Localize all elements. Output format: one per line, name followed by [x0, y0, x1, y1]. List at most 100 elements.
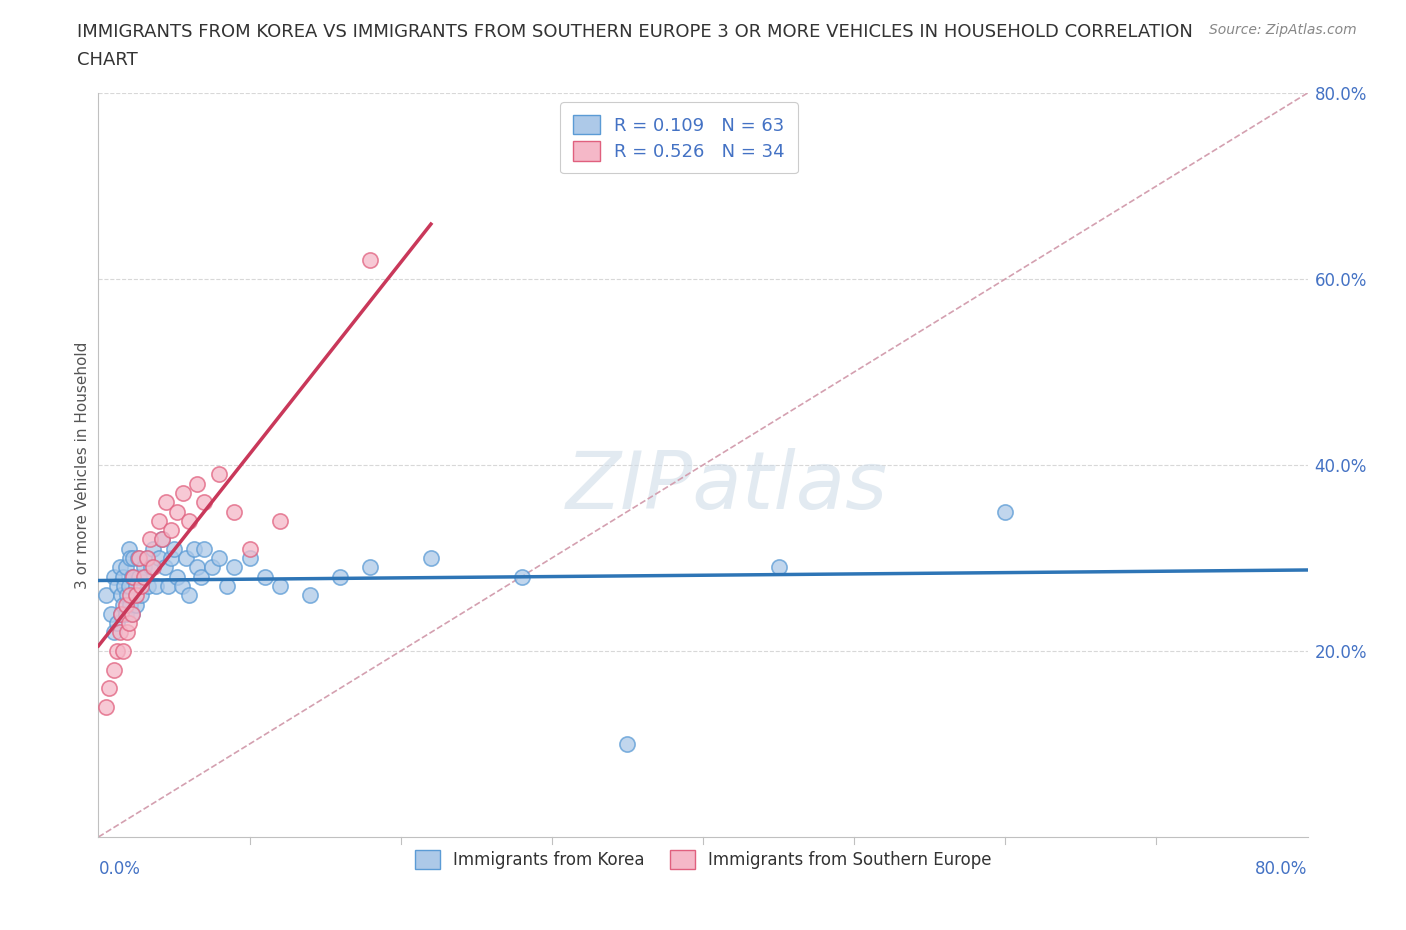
Point	[134, 569, 156, 584]
Point	[135, 551, 157, 565]
Point	[114, 597, 136, 612]
Point	[129, 588, 152, 603]
Point	[142, 560, 165, 575]
Point	[141, 560, 163, 575]
Point	[111, 644, 134, 658]
Point	[100, 606, 122, 621]
Point	[125, 578, 148, 593]
Point	[150, 532, 173, 547]
Point	[128, 569, 150, 584]
Point	[510, 569, 533, 584]
Point	[172, 485, 194, 500]
Point	[103, 569, 125, 584]
Point	[115, 588, 138, 603]
Point	[239, 541, 262, 556]
Point	[121, 606, 143, 621]
Point	[114, 560, 136, 575]
Point	[420, 551, 443, 565]
Point	[994, 504, 1017, 519]
Point	[186, 560, 208, 575]
Text: Source: ZipAtlas.com: Source: ZipAtlas.com	[1209, 23, 1357, 37]
Point	[135, 551, 157, 565]
Point	[224, 560, 246, 575]
Point	[208, 551, 231, 565]
Point	[120, 588, 142, 603]
Point	[269, 513, 291, 528]
Point	[201, 560, 224, 575]
Legend: Immigrants from Korea, Immigrants from Southern Europe: Immigrants from Korea, Immigrants from S…	[404, 839, 1002, 881]
Text: ZIPatlas: ZIPatlas	[567, 448, 889, 526]
Point	[145, 578, 167, 593]
Point	[94, 699, 117, 714]
Point	[153, 560, 176, 575]
Point	[108, 625, 131, 640]
Point	[120, 551, 142, 565]
Point	[148, 551, 170, 565]
Point	[105, 578, 128, 593]
Point	[239, 551, 262, 565]
Point	[110, 588, 132, 603]
Point	[121, 569, 143, 584]
Point	[179, 513, 201, 528]
Point	[299, 588, 322, 603]
Point	[122, 551, 145, 565]
Point	[186, 476, 208, 491]
Point	[183, 541, 205, 556]
Point	[129, 578, 152, 593]
Point	[105, 616, 128, 631]
Text: 0.0%: 0.0%	[98, 860, 141, 878]
Point	[128, 551, 150, 565]
Point	[163, 541, 186, 556]
Point	[174, 551, 197, 565]
Point	[132, 560, 155, 575]
Point	[111, 569, 134, 584]
Point	[105, 644, 128, 658]
Point	[329, 569, 352, 584]
Point	[215, 578, 238, 593]
Y-axis label: 3 or more Vehicles in Household: 3 or more Vehicles in Household	[75, 341, 90, 589]
Point	[193, 541, 215, 556]
Point	[170, 578, 193, 593]
Point	[155, 495, 177, 510]
Text: IMMIGRANTS FROM KOREA VS IMMIGRANTS FROM SOUTHERN EUROPE 3 OR MORE VEHICLES IN H: IMMIGRANTS FROM KOREA VS IMMIGRANTS FROM…	[77, 23, 1194, 41]
Point	[616, 737, 638, 751]
Text: 80.0%: 80.0%	[1256, 860, 1308, 878]
Point	[110, 606, 132, 621]
Point	[208, 467, 231, 482]
Point	[122, 569, 145, 584]
Point	[108, 560, 131, 575]
Point	[118, 616, 141, 631]
Point	[115, 625, 138, 640]
Point	[127, 551, 149, 565]
Point	[156, 578, 179, 593]
Point	[148, 513, 170, 528]
Text: CHART: CHART	[77, 51, 138, 69]
Point	[114, 606, 136, 621]
Point	[166, 569, 188, 584]
Point	[160, 523, 183, 538]
Point	[103, 662, 125, 677]
Point	[360, 560, 382, 575]
Point	[768, 560, 790, 575]
Point	[193, 495, 215, 510]
Point	[166, 504, 188, 519]
Point	[132, 569, 155, 584]
Point	[136, 578, 159, 593]
Point	[98, 681, 121, 696]
Point	[160, 551, 183, 565]
Point	[110, 606, 132, 621]
Point	[111, 597, 134, 612]
Point	[125, 597, 148, 612]
Point	[118, 541, 141, 556]
Point	[150, 532, 173, 547]
Point	[120, 597, 142, 612]
Point	[121, 606, 143, 621]
Point	[190, 569, 212, 584]
Point	[125, 588, 148, 603]
Point	[139, 532, 162, 547]
Point	[94, 588, 117, 603]
Point	[360, 253, 382, 268]
Point	[112, 578, 135, 593]
Point	[103, 625, 125, 640]
Point	[118, 578, 141, 593]
